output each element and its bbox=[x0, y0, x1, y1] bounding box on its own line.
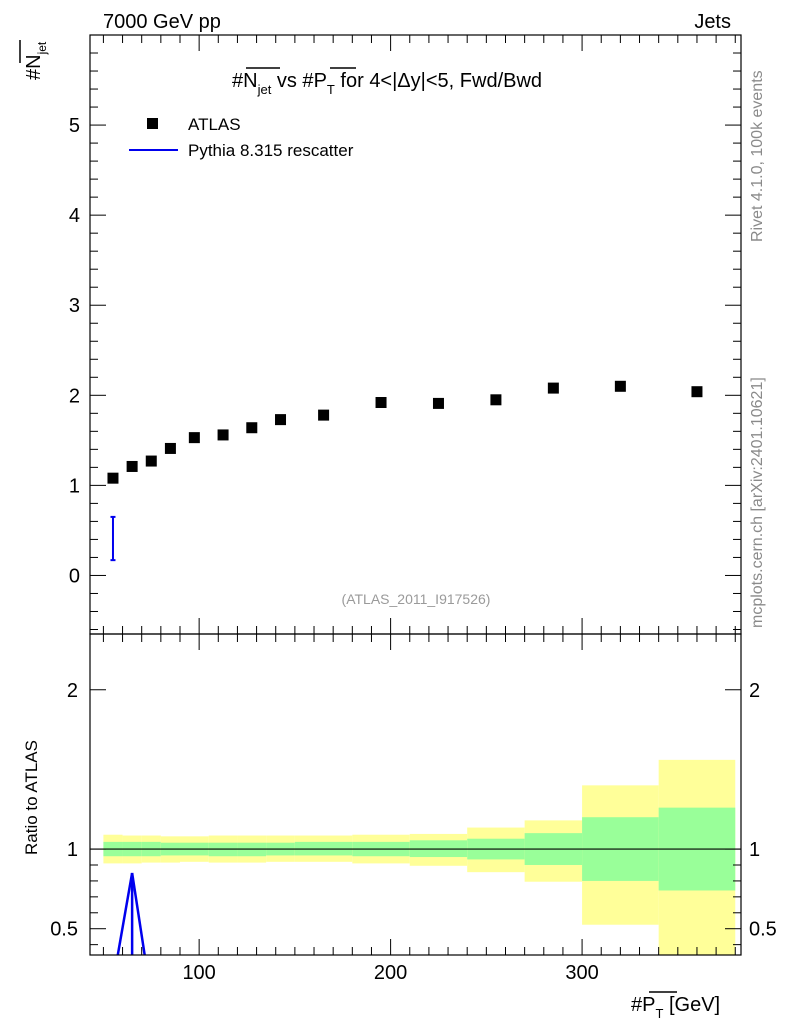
atlas-data-point bbox=[691, 386, 703, 398]
ratio-uncertainty-bands bbox=[103, 759, 736, 955]
x-axis-title: #PT [GeV] bbox=[631, 991, 720, 1021]
x-tick-label: 200 bbox=[374, 962, 407, 984]
atlas-data-point bbox=[107, 472, 119, 484]
y-tick-label: 2 bbox=[69, 385, 80, 407]
y-axis-title-main: #N bbox=[23, 54, 45, 80]
plot-title: #Njet vs #PT for 4<|Δy|<5, Fwd/Bwd bbox=[232, 70, 542, 97]
atlas-data-point bbox=[188, 432, 200, 444]
legend-data-marker bbox=[147, 118, 158, 129]
y-axis-title-sub: jet bbox=[35, 41, 49, 55]
main-axis-ticks: 0 1 2 3 4 5 bbox=[69, 35, 741, 634]
main-panel: 0 1 2 3 4 5 #Njet vs #PT for 4<|Δy|<5, Fwd/Bw… bbox=[69, 34, 742, 635]
atlas-data-point bbox=[490, 394, 502, 406]
ratio-y-tick-label: 0.5 bbox=[50, 919, 78, 941]
x-tick-label: 100 bbox=[182, 962, 215, 984]
y-tick-label: 1 bbox=[69, 475, 80, 497]
atlas-data-point bbox=[275, 414, 287, 426]
x-tick-label: 300 bbox=[565, 962, 598, 984]
ratio-y-tick-label-right: 1 bbox=[749, 839, 760, 861]
ratio-y-tick-label-right: 2 bbox=[749, 680, 760, 702]
x-axis-title-p: P bbox=[642, 994, 655, 1016]
main-data-points bbox=[107, 380, 703, 562]
rivet-version-label: Rivet 4.1.0, 100k events bbox=[749, 70, 766, 242]
atlas-data-point bbox=[145, 455, 157, 467]
y-tick-label: 0 bbox=[69, 565, 80, 587]
ratio-mc-segment bbox=[130, 872, 146, 956]
ratio-panel: 0.5 0.5 1 1 2 2 100 200 300 Ratio to ATLAS bbox=[22, 633, 777, 984]
ratio-mc-segment bbox=[116, 872, 134, 956]
atlas-data-point bbox=[164, 442, 176, 454]
x-axis-ticks: 100 200 300 bbox=[102, 634, 736, 984]
y-tick-label: 3 bbox=[69, 295, 80, 317]
ratio-axis-ticks: 0.5 0.5 1 1 2 2 bbox=[50, 680, 777, 946]
atlas-data-point bbox=[126, 460, 138, 472]
svg-text:#PT [GeV]: #PT [GeV] bbox=[631, 994, 720, 1021]
atlas-data-point bbox=[217, 429, 229, 441]
analysis-watermark: (ATLAS_2011_I917526) bbox=[342, 591, 491, 607]
atlas-data-point bbox=[614, 380, 626, 392]
atlas-data-point bbox=[318, 409, 330, 421]
plot-title-p: P bbox=[314, 70, 327, 92]
y-tick-label: 5 bbox=[69, 115, 80, 137]
ratio-y-tick-label-right: 0.5 bbox=[749, 919, 777, 941]
legend-data-label: ATLAS bbox=[188, 115, 241, 134]
legend: ATLAS Pythia 8.315 rescatter bbox=[129, 115, 354, 160]
atlas-data-point bbox=[432, 397, 444, 409]
y-axis-title: #Njet bbox=[19, 40, 49, 80]
atlas-data-point bbox=[375, 397, 387, 409]
ratio-mc-curve bbox=[116, 872, 146, 956]
ratio-y-tick-label: 2 bbox=[67, 680, 78, 702]
ratio-y-tick-label: 1 bbox=[67, 839, 78, 861]
ratio-y-axis-title: Ratio to ATLAS bbox=[22, 740, 41, 855]
header-collision-label: 7000 GeV pp bbox=[103, 11, 221, 33]
legend-mc-label: Pythia 8.315 rescatter bbox=[188, 141, 354, 160]
mcplots-label: mcplots.cern.ch [arXiv:2401.10621] bbox=[749, 377, 766, 628]
y-tick-label: 4 bbox=[69, 205, 80, 227]
plot-title-n: N bbox=[243, 70, 257, 92]
atlas-data-point bbox=[246, 422, 258, 434]
ratio-panel-frame bbox=[89, 633, 742, 956]
header-jets-label: Jets bbox=[694, 11, 731, 33]
atlas-data-point bbox=[547, 382, 559, 394]
svg-text:#Njet: #Njet bbox=[23, 41, 49, 80]
